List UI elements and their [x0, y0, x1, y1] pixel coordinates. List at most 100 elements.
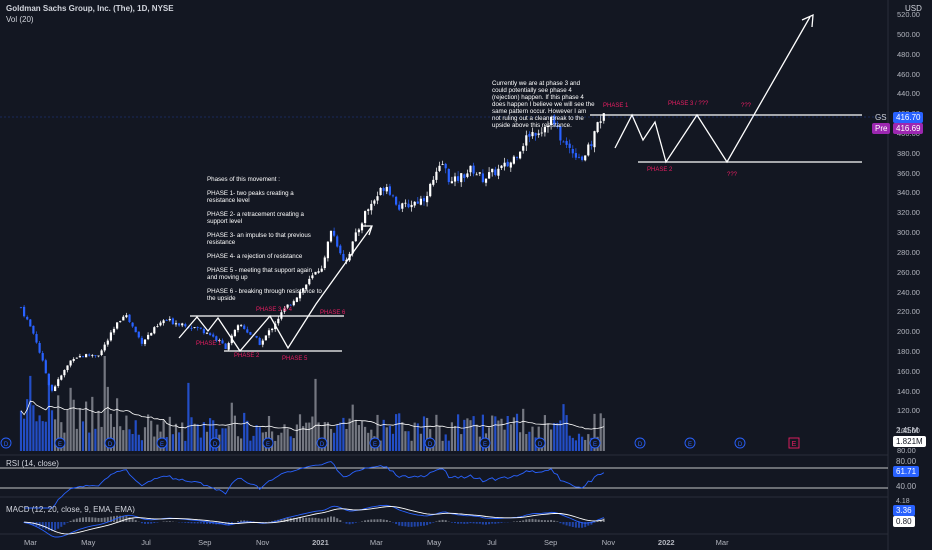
candle-body [116, 322, 119, 329]
volume-bar [209, 418, 212, 451]
candle-body [224, 343, 227, 350]
macd-hist-bar [426, 522, 429, 526]
phases-note: Phases of this movement : PHASE 1- two p… [207, 176, 322, 302]
macd-hist-bar [54, 522, 57, 531]
volume-bar [475, 424, 478, 451]
volume-bar [277, 435, 280, 451]
volume-bar [577, 433, 581, 451]
macd-hist-bar [379, 519, 382, 522]
phase2-right-label: PHASE 2 [647, 167, 673, 173]
question-top-label: ??? [741, 103, 752, 109]
macd-hist-bar [44, 522, 47, 530]
candle-body [212, 334, 215, 337]
macd-hist-bar [376, 519, 379, 522]
candle-body [364, 211, 367, 223]
volume-bar [354, 419, 357, 451]
volume-bar [29, 375, 32, 451]
price-tick: 280.00 [897, 247, 920, 257]
volume-bar [122, 430, 125, 451]
candle-body [531, 132, 534, 137]
candle-body [432, 179, 435, 185]
svg-text:E: E [160, 442, 164, 448]
volume-bar [78, 408, 82, 451]
dividend-marker: D [634, 437, 646, 449]
price-tick: 80.00 [897, 446, 916, 455]
macd-hist-bar [587, 522, 590, 526]
dividend-marker: D [734, 437, 746, 449]
volume-bar [289, 436, 292, 451]
volume-bar [574, 440, 578, 451]
volume-bar [329, 428, 333, 451]
earnings-marker: E [684, 437, 696, 449]
earnings-marker: E [479, 437, 491, 449]
macd-hist-bar [82, 517, 85, 522]
macd-hist-bar [382, 519, 385, 522]
candle-body [367, 209, 370, 211]
volume-bar [453, 425, 457, 451]
macd-hist-bar [63, 522, 66, 525]
volume-bar [60, 422, 63, 451]
volume-bar [236, 436, 240, 451]
macd-hist-bar [295, 517, 298, 522]
candle-body [50, 384, 54, 391]
candle-body [550, 116, 553, 125]
signal-value-tag: 0.80 [893, 516, 915, 527]
volume-bar [562, 404, 565, 451]
macd-hist-bar [565, 522, 568, 526]
earnings-marker: E [262, 437, 274, 449]
macd-hist-bar [348, 522, 351, 525]
volume-bar [230, 402, 233, 451]
price-tick: 440.00 [897, 89, 920, 99]
candle-body [128, 314, 131, 323]
candle-body [450, 181, 454, 184]
candle-body [416, 201, 419, 204]
candle-body [109, 332, 113, 341]
candle-body [106, 340, 109, 345]
volume-bar [556, 423, 559, 451]
volume-bar [494, 416, 497, 451]
macd-hist-bar [147, 522, 150, 524]
volume-bar [88, 432, 91, 451]
volume-bar [100, 426, 103, 451]
volume-bar [286, 428, 289, 451]
candle-body [131, 322, 134, 327]
macd-hist-bar [491, 522, 494, 524]
pre-market-price-tag[interactable]: 416.69 [893, 123, 924, 134]
volume-bar [395, 414, 398, 451]
macd-hist-bar [388, 521, 391, 522]
candle-body [311, 275, 314, 279]
candle-body [119, 321, 122, 323]
dividend-marker: D [534, 437, 546, 449]
last-price-tag[interactable]: 416.70 [893, 112, 924, 123]
volume-bar [156, 424, 159, 451]
macd-hist-bar [134, 520, 137, 522]
macd-hist-bar [450, 522, 453, 523]
volume-bar [472, 416, 475, 451]
macd-hist-bar [72, 519, 75, 522]
price-tick: 120.00 [897, 406, 920, 416]
volume-bar [252, 435, 255, 451]
macd-hist-bar [488, 522, 491, 525]
volume-bar [426, 417, 429, 451]
price-tick: 340.00 [897, 188, 920, 198]
volume-bar [202, 422, 206, 451]
candle-body [596, 122, 599, 133]
svg-text:E: E [373, 442, 377, 448]
candle-body [314, 271, 317, 275]
candle-body [522, 146, 525, 151]
volume-bar [308, 422, 311, 451]
macd-hist-bar [100, 517, 103, 522]
candle-body [181, 323, 184, 326]
pre-market-tag: Pre [872, 123, 891, 134]
macd-hist-bar [423, 522, 426, 526]
volume-bar [221, 428, 224, 451]
price-tick: 200.00 [897, 327, 920, 337]
candle-body [571, 149, 574, 154]
volume-bar [515, 413, 519, 451]
volume-bar [435, 414, 438, 451]
volume-bar [599, 413, 602, 451]
macd-hist-bar [537, 519, 540, 522]
volume-bar [187, 382, 190, 451]
volume-bar [506, 415, 509, 451]
